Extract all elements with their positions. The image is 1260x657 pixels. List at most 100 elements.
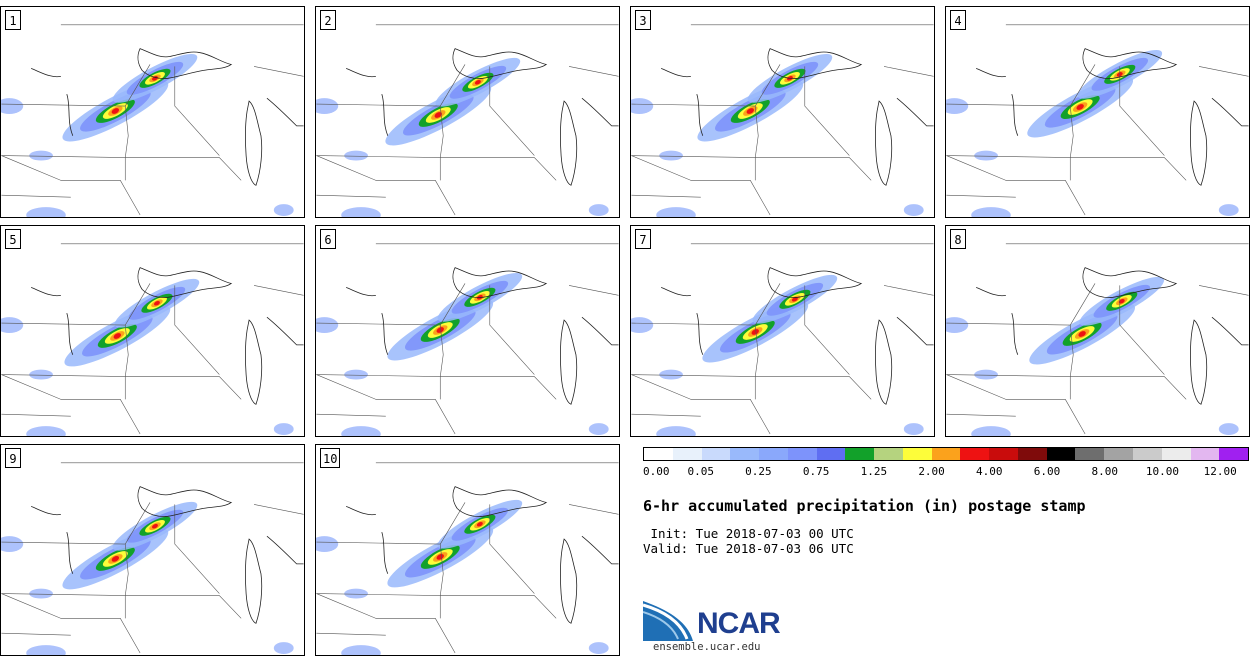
precip-cell bbox=[436, 327, 444, 333]
coastline bbox=[66, 94, 74, 136]
colorbar-tick-label: 0.75 bbox=[802, 465, 830, 478]
light-precip bbox=[588, 204, 609, 217]
state-boundary bbox=[1, 322, 129, 377]
precip-cell bbox=[111, 108, 120, 114]
coastline bbox=[245, 538, 263, 624]
panel-number: 3 bbox=[635, 10, 651, 30]
state-boundary bbox=[1119, 285, 1165, 375]
coastline bbox=[137, 48, 233, 79]
precip-cell bbox=[751, 329, 759, 335]
light-precip bbox=[1, 98, 24, 114]
coastline bbox=[137, 486, 233, 517]
light-precip bbox=[341, 645, 381, 655]
coastline bbox=[245, 319, 263, 405]
coastline bbox=[581, 535, 619, 565]
precip-map bbox=[316, 462, 619, 655]
light-precip bbox=[974, 369, 998, 380]
coastline bbox=[137, 267, 233, 298]
coastline bbox=[31, 287, 61, 297]
light-precip bbox=[341, 207, 381, 217]
light-precip bbox=[273, 423, 294, 436]
coastline bbox=[346, 506, 376, 516]
precip-cell bbox=[152, 523, 158, 529]
coastline bbox=[560, 538, 578, 624]
coastline bbox=[266, 97, 304, 127]
light-precip bbox=[341, 426, 381, 436]
coastline bbox=[346, 287, 376, 297]
colorbar-segment bbox=[874, 448, 903, 460]
state-boundary bbox=[316, 541, 444, 596]
coastline bbox=[66, 313, 74, 355]
state-boundary bbox=[804, 285, 850, 375]
state-boundary bbox=[946, 322, 1074, 377]
map-panel-6: 6 bbox=[315, 225, 620, 437]
light-precip bbox=[316, 98, 339, 114]
state-boundary bbox=[253, 285, 304, 296]
panel-number: 8 bbox=[950, 229, 966, 249]
map-panel-1: 1 bbox=[0, 6, 305, 218]
state-boundary bbox=[631, 155, 771, 216]
map-panel-4: 4 bbox=[945, 6, 1250, 218]
state-boundary bbox=[1198, 66, 1249, 77]
state-boundary bbox=[316, 632, 386, 636]
coastline bbox=[1011, 313, 1019, 355]
precip-map bbox=[1, 462, 304, 655]
colorbar-segment bbox=[816, 448, 846, 460]
light-precip bbox=[344, 150, 368, 161]
ncar-logo-text: NCAR bbox=[697, 607, 781, 640]
coastline bbox=[661, 68, 691, 78]
state-boundary bbox=[631, 322, 759, 377]
panel-number: 6 bbox=[320, 229, 336, 249]
coastline bbox=[245, 100, 263, 186]
state-boundary bbox=[174, 504, 220, 594]
precip-cell bbox=[434, 112, 442, 118]
light-precip bbox=[659, 150, 683, 161]
state-boundary bbox=[631, 374, 771, 435]
ncar-logo-icon bbox=[643, 601, 693, 641]
state-boundary bbox=[1070, 376, 1187, 400]
state-boundary bbox=[1070, 157, 1187, 181]
precip-cell bbox=[746, 108, 754, 114]
colorbar-segment bbox=[1161, 448, 1191, 460]
precip-cell bbox=[436, 554, 444, 560]
colorbar-tick-label: 2.00 bbox=[918, 465, 945, 478]
precip-cell bbox=[1078, 331, 1086, 337]
state-boundary bbox=[755, 157, 872, 181]
state-boundary bbox=[946, 103, 1074, 158]
light-precip bbox=[26, 207, 66, 217]
state-boundary bbox=[316, 374, 456, 435]
panel-number: 4 bbox=[950, 10, 966, 30]
coastline bbox=[696, 94, 704, 136]
coastline bbox=[381, 94, 389, 136]
light-precip bbox=[29, 369, 53, 380]
colorbar-segment bbox=[1104, 448, 1134, 460]
coastline bbox=[896, 97, 934, 127]
light-precip bbox=[659, 369, 683, 380]
state-boundary bbox=[631, 413, 701, 417]
coastline bbox=[896, 316, 934, 346]
state-boundary bbox=[125, 595, 242, 619]
light-precip bbox=[29, 150, 53, 161]
precip-cell bbox=[474, 79, 481, 85]
map-panel-3: 3 bbox=[630, 6, 935, 218]
colorbar-segment bbox=[960, 448, 990, 460]
coastline bbox=[560, 319, 578, 405]
coastline bbox=[381, 313, 389, 355]
precip-cell bbox=[1118, 298, 1125, 304]
state-boundary bbox=[1, 413, 71, 417]
precip-cell bbox=[111, 556, 120, 562]
coastline bbox=[767, 48, 863, 79]
state-boundary bbox=[1070, 64, 1096, 107]
state-boundary bbox=[946, 413, 1016, 417]
coastline bbox=[661, 287, 691, 297]
light-precip bbox=[656, 207, 696, 217]
state-boundary bbox=[946, 194, 1016, 198]
light-precip bbox=[971, 426, 1011, 436]
light-precip bbox=[903, 423, 924, 436]
state-boundary bbox=[125, 283, 151, 326]
init-time: Init: Tue 2018-07-03 00 UTC bbox=[643, 526, 854, 541]
light-precip bbox=[1218, 423, 1239, 436]
coastline bbox=[381, 532, 389, 574]
coastline bbox=[1190, 319, 1208, 405]
state-boundary bbox=[883, 66, 934, 77]
